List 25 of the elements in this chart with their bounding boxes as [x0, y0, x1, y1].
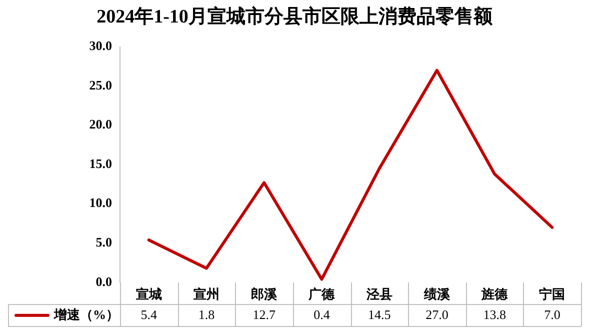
- legend-label: 增速（%）: [53, 306, 119, 322]
- x-tick-label: 宣州: [193, 286, 220, 302]
- x-tick-label: 绩溪: [422, 286, 451, 302]
- data-label: 14.5: [368, 306, 391, 322]
- y-tick-label: 10.0: [89, 195, 112, 210]
- y-tick-label: 15.0: [89, 156, 112, 171]
- data-label: 0.4: [314, 306, 330, 322]
- x-tick-label: 宁国: [539, 286, 566, 302]
- data-label: 27.0: [426, 306, 448, 322]
- y-tick-label: 20.0: [89, 116, 112, 132]
- data-label: 13.8: [483, 306, 506, 322]
- x-tick-label: 泾县: [365, 286, 392, 302]
- chart-title: 2024年1-10月宣城市分县市区限上消费品零售额: [96, 5, 494, 28]
- x-tick-label: 宣城: [136, 286, 162, 302]
- y-tick-label: 30.0: [89, 38, 112, 54]
- y-tick-label: 25.0: [89, 77, 112, 92]
- x-tick-label: 旌德: [480, 286, 509, 302]
- y-tick-label: 5.0: [96, 234, 112, 250]
- y-tick-label: 0.0: [96, 274, 112, 289]
- data-label: 1.8: [198, 306, 215, 322]
- x-tick-label: 广德: [308, 286, 336, 302]
- data-label: 5.4: [140, 306, 158, 322]
- x-tick-label: 郎溪: [251, 286, 278, 302]
- data-label: 12.7: [252, 306, 276, 322]
- data-label: 7.0: [544, 306, 560, 322]
